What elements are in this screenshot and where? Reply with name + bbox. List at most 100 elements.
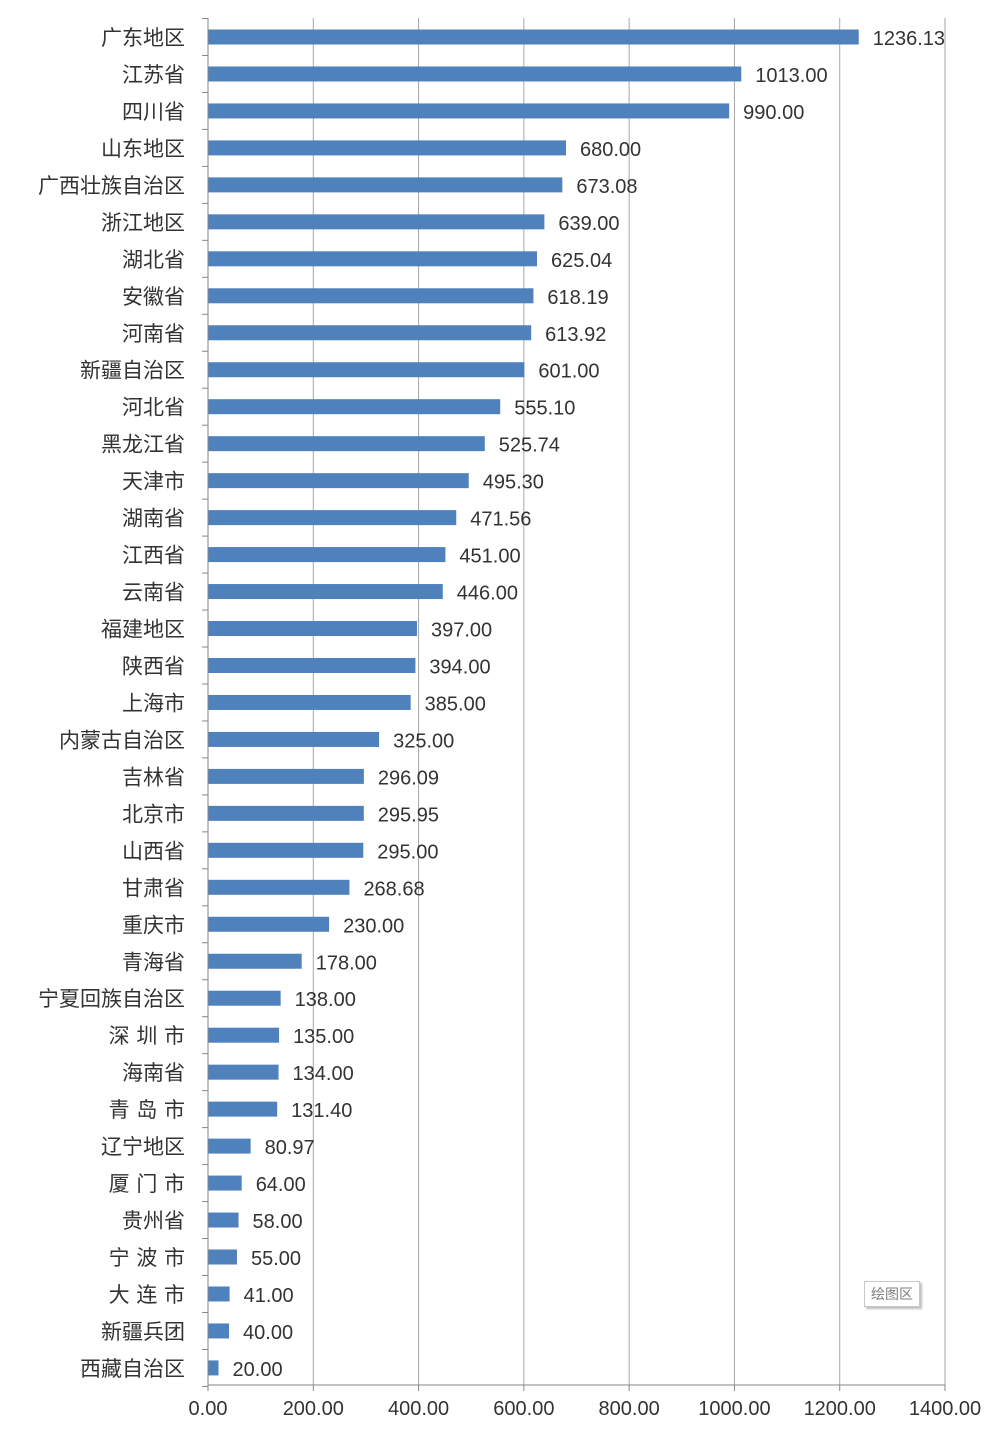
category-label: 河北省	[122, 396, 185, 420]
category-label: 辽宁地区	[101, 1135, 185, 1159]
value-label: 230.00	[343, 915, 404, 937]
bar	[208, 1323, 230, 1339]
x-tick-label: 800.00	[599, 1398, 660, 1420]
bar	[208, 325, 532, 341]
category-label: 福建地区	[101, 618, 185, 642]
category-label: 广西壮族自治区	[38, 174, 185, 198]
category-label: 江苏省	[122, 63, 185, 87]
value-label: 618.19	[547, 287, 608, 309]
category-label: 黑龙江省	[101, 433, 185, 457]
bar	[208, 694, 411, 710]
bar	[208, 140, 566, 156]
category-label: 重庆市	[122, 913, 185, 937]
value-label: 131.40	[291, 1100, 352, 1122]
bar	[208, 916, 330, 932]
x-tick-label: 1200.00	[804, 1398, 876, 1420]
x-tick-label: 1400.00	[909, 1398, 981, 1420]
bar	[208, 990, 281, 1006]
category-label: 四川省	[122, 100, 185, 124]
category-label: 广东地区	[101, 26, 185, 50]
x-tick-label: 400.00	[388, 1398, 449, 1420]
category-label: 吉林省	[122, 765, 185, 789]
category-label: 天津市	[122, 470, 185, 494]
value-label: 325.00	[393, 730, 454, 752]
value-label: 471.56	[470, 509, 531, 531]
category-label: 安徽省	[122, 285, 185, 309]
bar	[208, 1138, 251, 1154]
bar	[208, 731, 380, 747]
value-label: 397.00	[431, 620, 492, 642]
value-label: 40.00	[243, 1322, 293, 1344]
bar	[208, 879, 350, 895]
bar	[208, 1249, 237, 1265]
x-tick-label: 1000.00	[698, 1398, 770, 1420]
value-label: 385.00	[425, 693, 486, 715]
category-label: 内蒙古自治区	[59, 728, 185, 752]
bar	[208, 66, 742, 82]
bar	[208, 1027, 280, 1043]
category-label: 大 连 市	[109, 1283, 185, 1307]
category-label: 甘肃省	[122, 876, 185, 900]
category-label: 山东地区	[101, 137, 185, 161]
bar	[208, 953, 302, 969]
value-label: 178.00	[316, 952, 377, 974]
category-label: 湖南省	[122, 507, 185, 531]
value-label: 20.00	[233, 1359, 283, 1381]
category-label: 海南省	[122, 1061, 185, 1085]
value-label: 296.09	[378, 767, 439, 789]
bar	[208, 1064, 279, 1080]
value-label: 639.00	[558, 213, 619, 235]
bar	[208, 1101, 278, 1117]
value-label: 80.97	[265, 1137, 315, 1159]
category-label: 浙江地区	[101, 211, 185, 235]
x-tick-label: 200.00	[283, 1398, 344, 1420]
axes	[202, 18, 946, 1391]
value-label: 613.92	[545, 324, 606, 346]
value-label: 601.00	[538, 361, 599, 383]
bar	[208, 621, 417, 637]
x-tick-label: 600.00	[493, 1398, 554, 1420]
x-tick-label: 0.00	[189, 1398, 228, 1420]
value-label: 673.08	[576, 176, 637, 198]
category-label: 河南省	[122, 322, 185, 346]
value-label: 138.00	[295, 989, 356, 1011]
bar	[208, 510, 457, 526]
category-label: 陕西省	[122, 654, 185, 678]
bar	[208, 251, 538, 267]
bar	[208, 842, 364, 858]
bar	[208, 362, 525, 378]
value-label: 295.95	[378, 804, 439, 826]
plot-area-tooltip: 绘图区	[864, 1281, 920, 1307]
value-label: 625.04	[551, 250, 612, 272]
value-label: 555.10	[514, 398, 575, 420]
bar	[208, 1286, 230, 1302]
gridlines	[312, 18, 946, 1385]
bar	[208, 547, 446, 563]
category-label: 江西省	[122, 544, 185, 568]
value-label: 495.30	[483, 472, 544, 494]
bar	[208, 1360, 219, 1376]
category-label: 新疆自治区	[80, 359, 185, 383]
value-label: 1236.13	[873, 28, 945, 50]
value-label: 990.00	[743, 102, 804, 124]
bar	[208, 288, 534, 304]
value-labels: 1236.13 1013.00 990.00 680.00 673.08 639.00 62…	[233, 28, 946, 1381]
category-label: 云南省	[122, 581, 185, 605]
bar	[208, 177, 563, 193]
category-label: 上海市	[122, 691, 185, 715]
category-label: 深 圳 市	[109, 1024, 185, 1048]
category-label: 贵州省	[122, 1209, 185, 1233]
bar	[208, 473, 469, 489]
value-label: 135.00	[293, 1026, 354, 1048]
value-label: 451.00	[459, 546, 520, 568]
bar	[208, 1175, 242, 1191]
value-label: 1013.00	[755, 65, 827, 87]
bar	[208, 399, 501, 415]
value-label: 680.00	[580, 139, 641, 161]
x-tick-labels: 0.00 200.00 400.00 600.00 800.00 1000.00 1200.…	[189, 1398, 982, 1420]
value-label: 64.00	[256, 1174, 306, 1196]
bar	[208, 436, 485, 452]
bar	[208, 768, 364, 784]
value-label: 446.00	[457, 583, 518, 605]
